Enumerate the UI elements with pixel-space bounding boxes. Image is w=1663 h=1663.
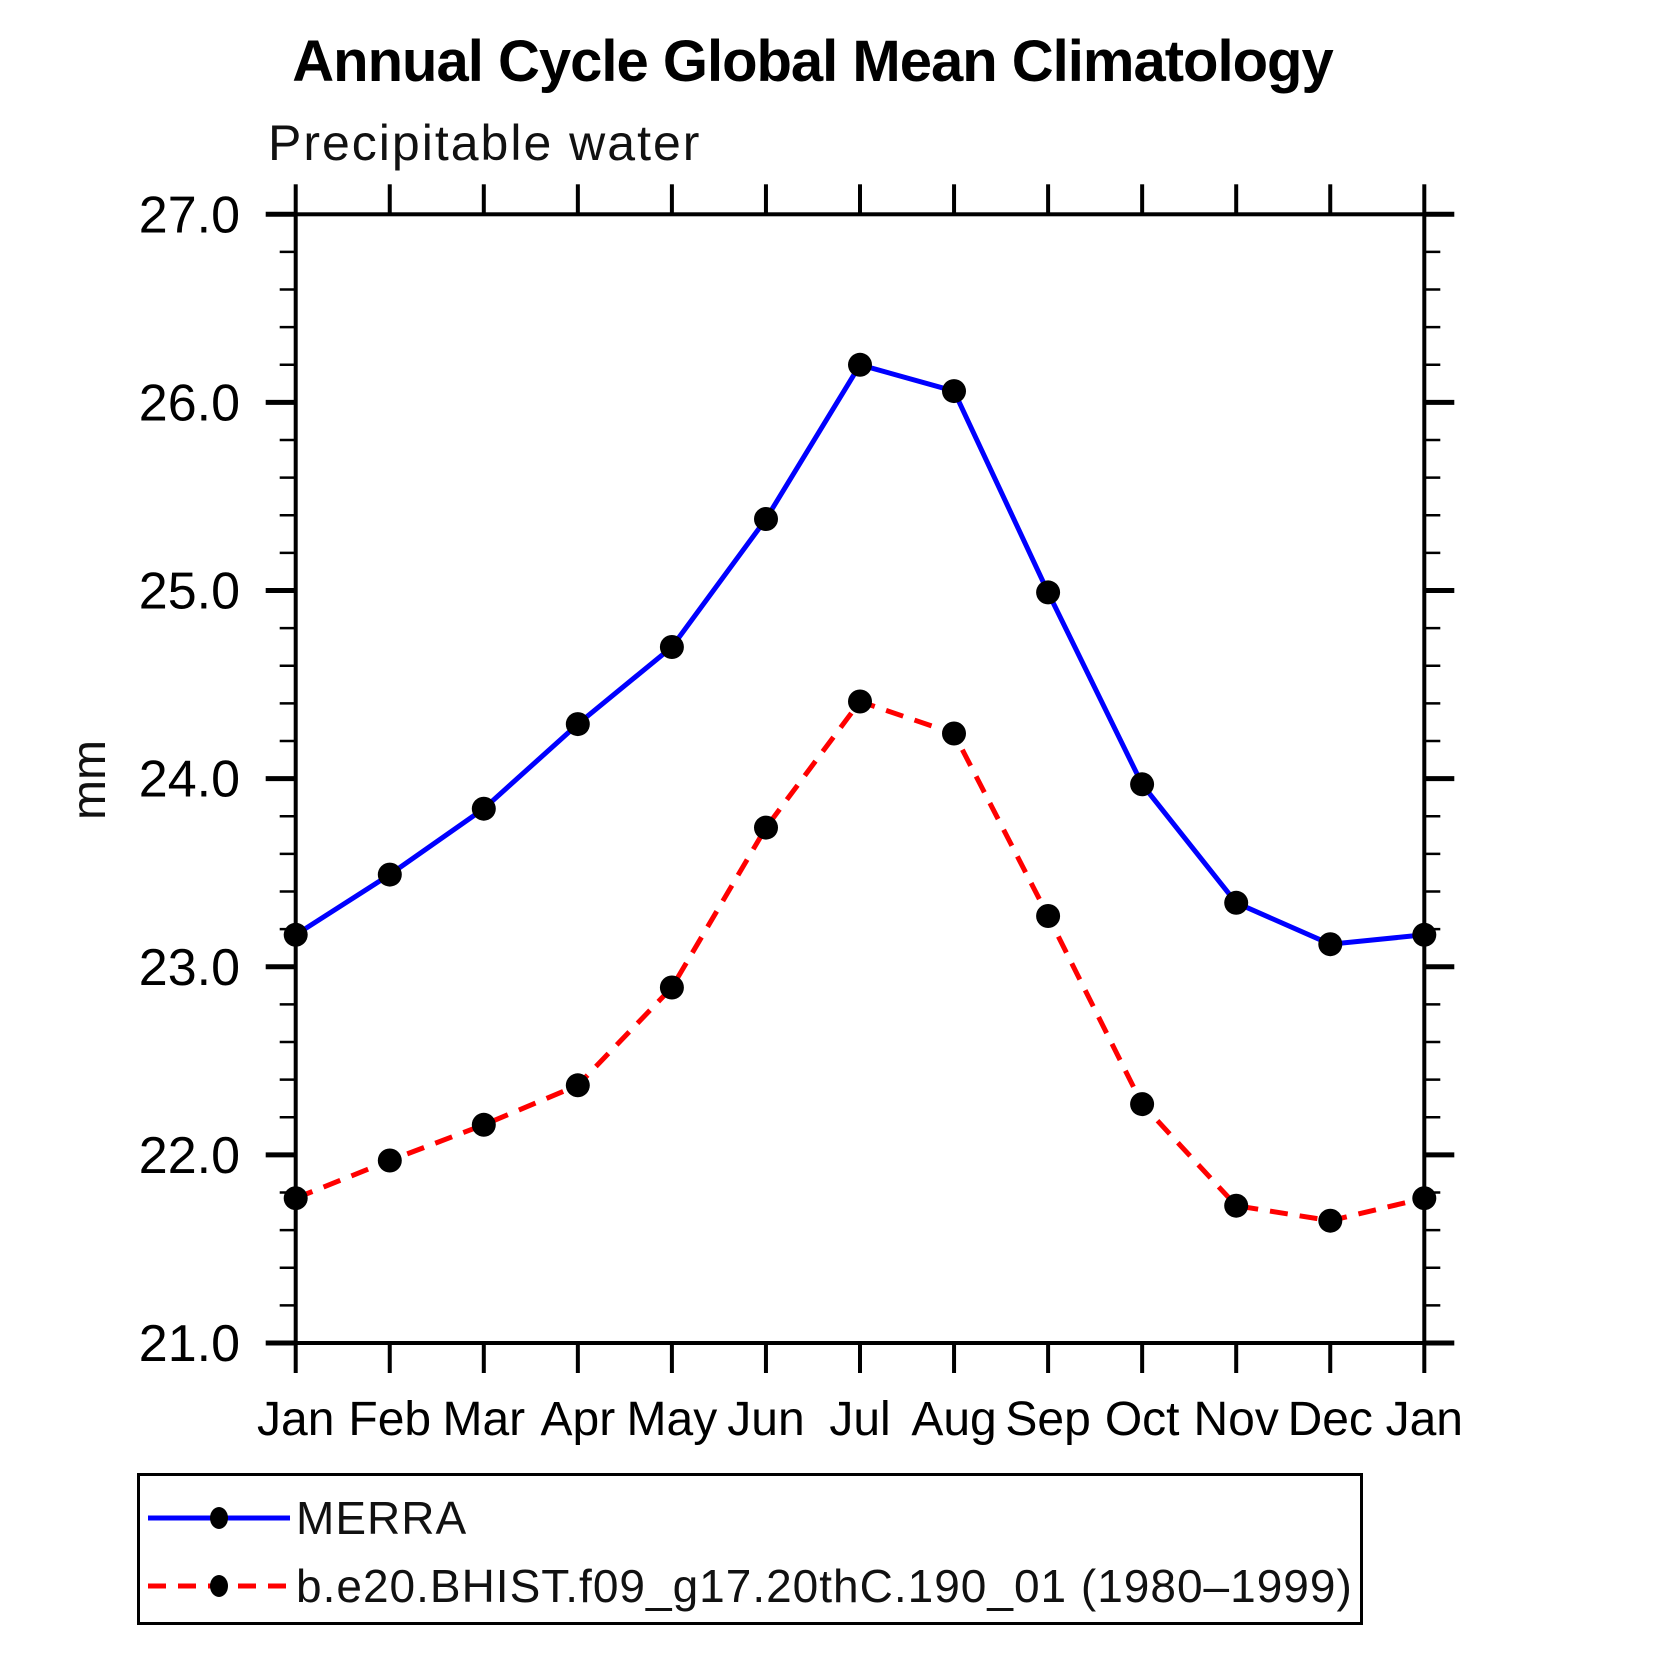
data-point xyxy=(754,815,778,840)
plot-frame xyxy=(293,212,1427,1345)
data-point xyxy=(1036,904,1061,928)
data-point xyxy=(1130,1092,1155,1117)
x-tick-label: Feb xyxy=(348,1393,431,1446)
x-tick-label: Jan xyxy=(257,1393,334,1446)
data-point xyxy=(1224,890,1249,915)
x-tick-label: Mar xyxy=(442,1393,525,1446)
legend-line-merra-swatch xyxy=(148,1507,290,1529)
data-point xyxy=(565,1073,590,1098)
data-point xyxy=(1412,922,1437,947)
x-tick-label: Oct xyxy=(1105,1393,1180,1446)
legend-label-model: b.e20.BHIST.f09_g17.20thC.190_01 (1980–1… xyxy=(296,1560,1353,1612)
y-tick-label: 22.0 xyxy=(139,1127,240,1185)
data-point xyxy=(942,721,966,746)
x-tick-label: Jul xyxy=(829,1393,890,1446)
data-point xyxy=(659,635,684,659)
data-point xyxy=(1318,1208,1343,1233)
x-tick-label: May xyxy=(627,1393,718,1446)
chart-title: Annual Cycle Global Mean Climatology xyxy=(292,29,1333,94)
data-point xyxy=(377,862,402,887)
legend-item-model: b.e20.BHIST.f09_g17.20thC.190_01 (1980–1… xyxy=(142,1560,1353,1612)
x-tick-label: Jan xyxy=(1386,1393,1463,1446)
data-point xyxy=(942,379,966,404)
data-point xyxy=(283,922,308,947)
data-point xyxy=(848,689,872,714)
x-tick-label: Sep xyxy=(1005,1393,1090,1446)
y-tick-label: 23.0 xyxy=(139,939,240,997)
series-line-merra xyxy=(294,361,1425,947)
legend-line-model-swatch xyxy=(148,1575,290,1597)
series-line-model xyxy=(294,698,1425,1224)
x-tick-label: Dec xyxy=(1288,1393,1373,1446)
y-tick-label: 24.0 xyxy=(139,751,240,809)
data-point xyxy=(1318,932,1343,957)
legend: MERRA b.e20.BHIST.f09_g17.20thC.190_01 (… xyxy=(137,1473,1363,1625)
y-tick-label: 26.0 xyxy=(139,374,240,432)
x-tick-label: Apr xyxy=(540,1393,615,1446)
legend-marker-model xyxy=(210,1575,228,1597)
data-point xyxy=(1224,1193,1249,1218)
data-point xyxy=(1412,1186,1437,1211)
y-tick-label: 21.0 xyxy=(139,1315,240,1373)
chart-subtitle: Precipitable water xyxy=(268,115,702,171)
data-point xyxy=(565,712,590,737)
y-tick-label: 25.0 xyxy=(139,563,240,621)
data-point xyxy=(848,352,872,377)
y-tick-label: 27.0 xyxy=(139,186,240,244)
legend-item-merra: MERRA xyxy=(142,1492,467,1544)
x-tick-label: Nov xyxy=(1194,1393,1279,1446)
data-point xyxy=(377,1148,402,1173)
data-point xyxy=(1130,772,1155,797)
data-point xyxy=(471,796,496,821)
data-point xyxy=(283,1186,308,1211)
legend-label-merra: MERRA xyxy=(296,1492,468,1544)
legend-marker-merra xyxy=(210,1507,228,1529)
data-point xyxy=(659,975,684,1000)
data-point xyxy=(471,1112,496,1137)
x-tick-label: Aug xyxy=(911,1393,996,1446)
data-point xyxy=(754,507,778,531)
x-tick-label: Jun xyxy=(727,1393,804,1446)
data-point xyxy=(1036,580,1061,605)
